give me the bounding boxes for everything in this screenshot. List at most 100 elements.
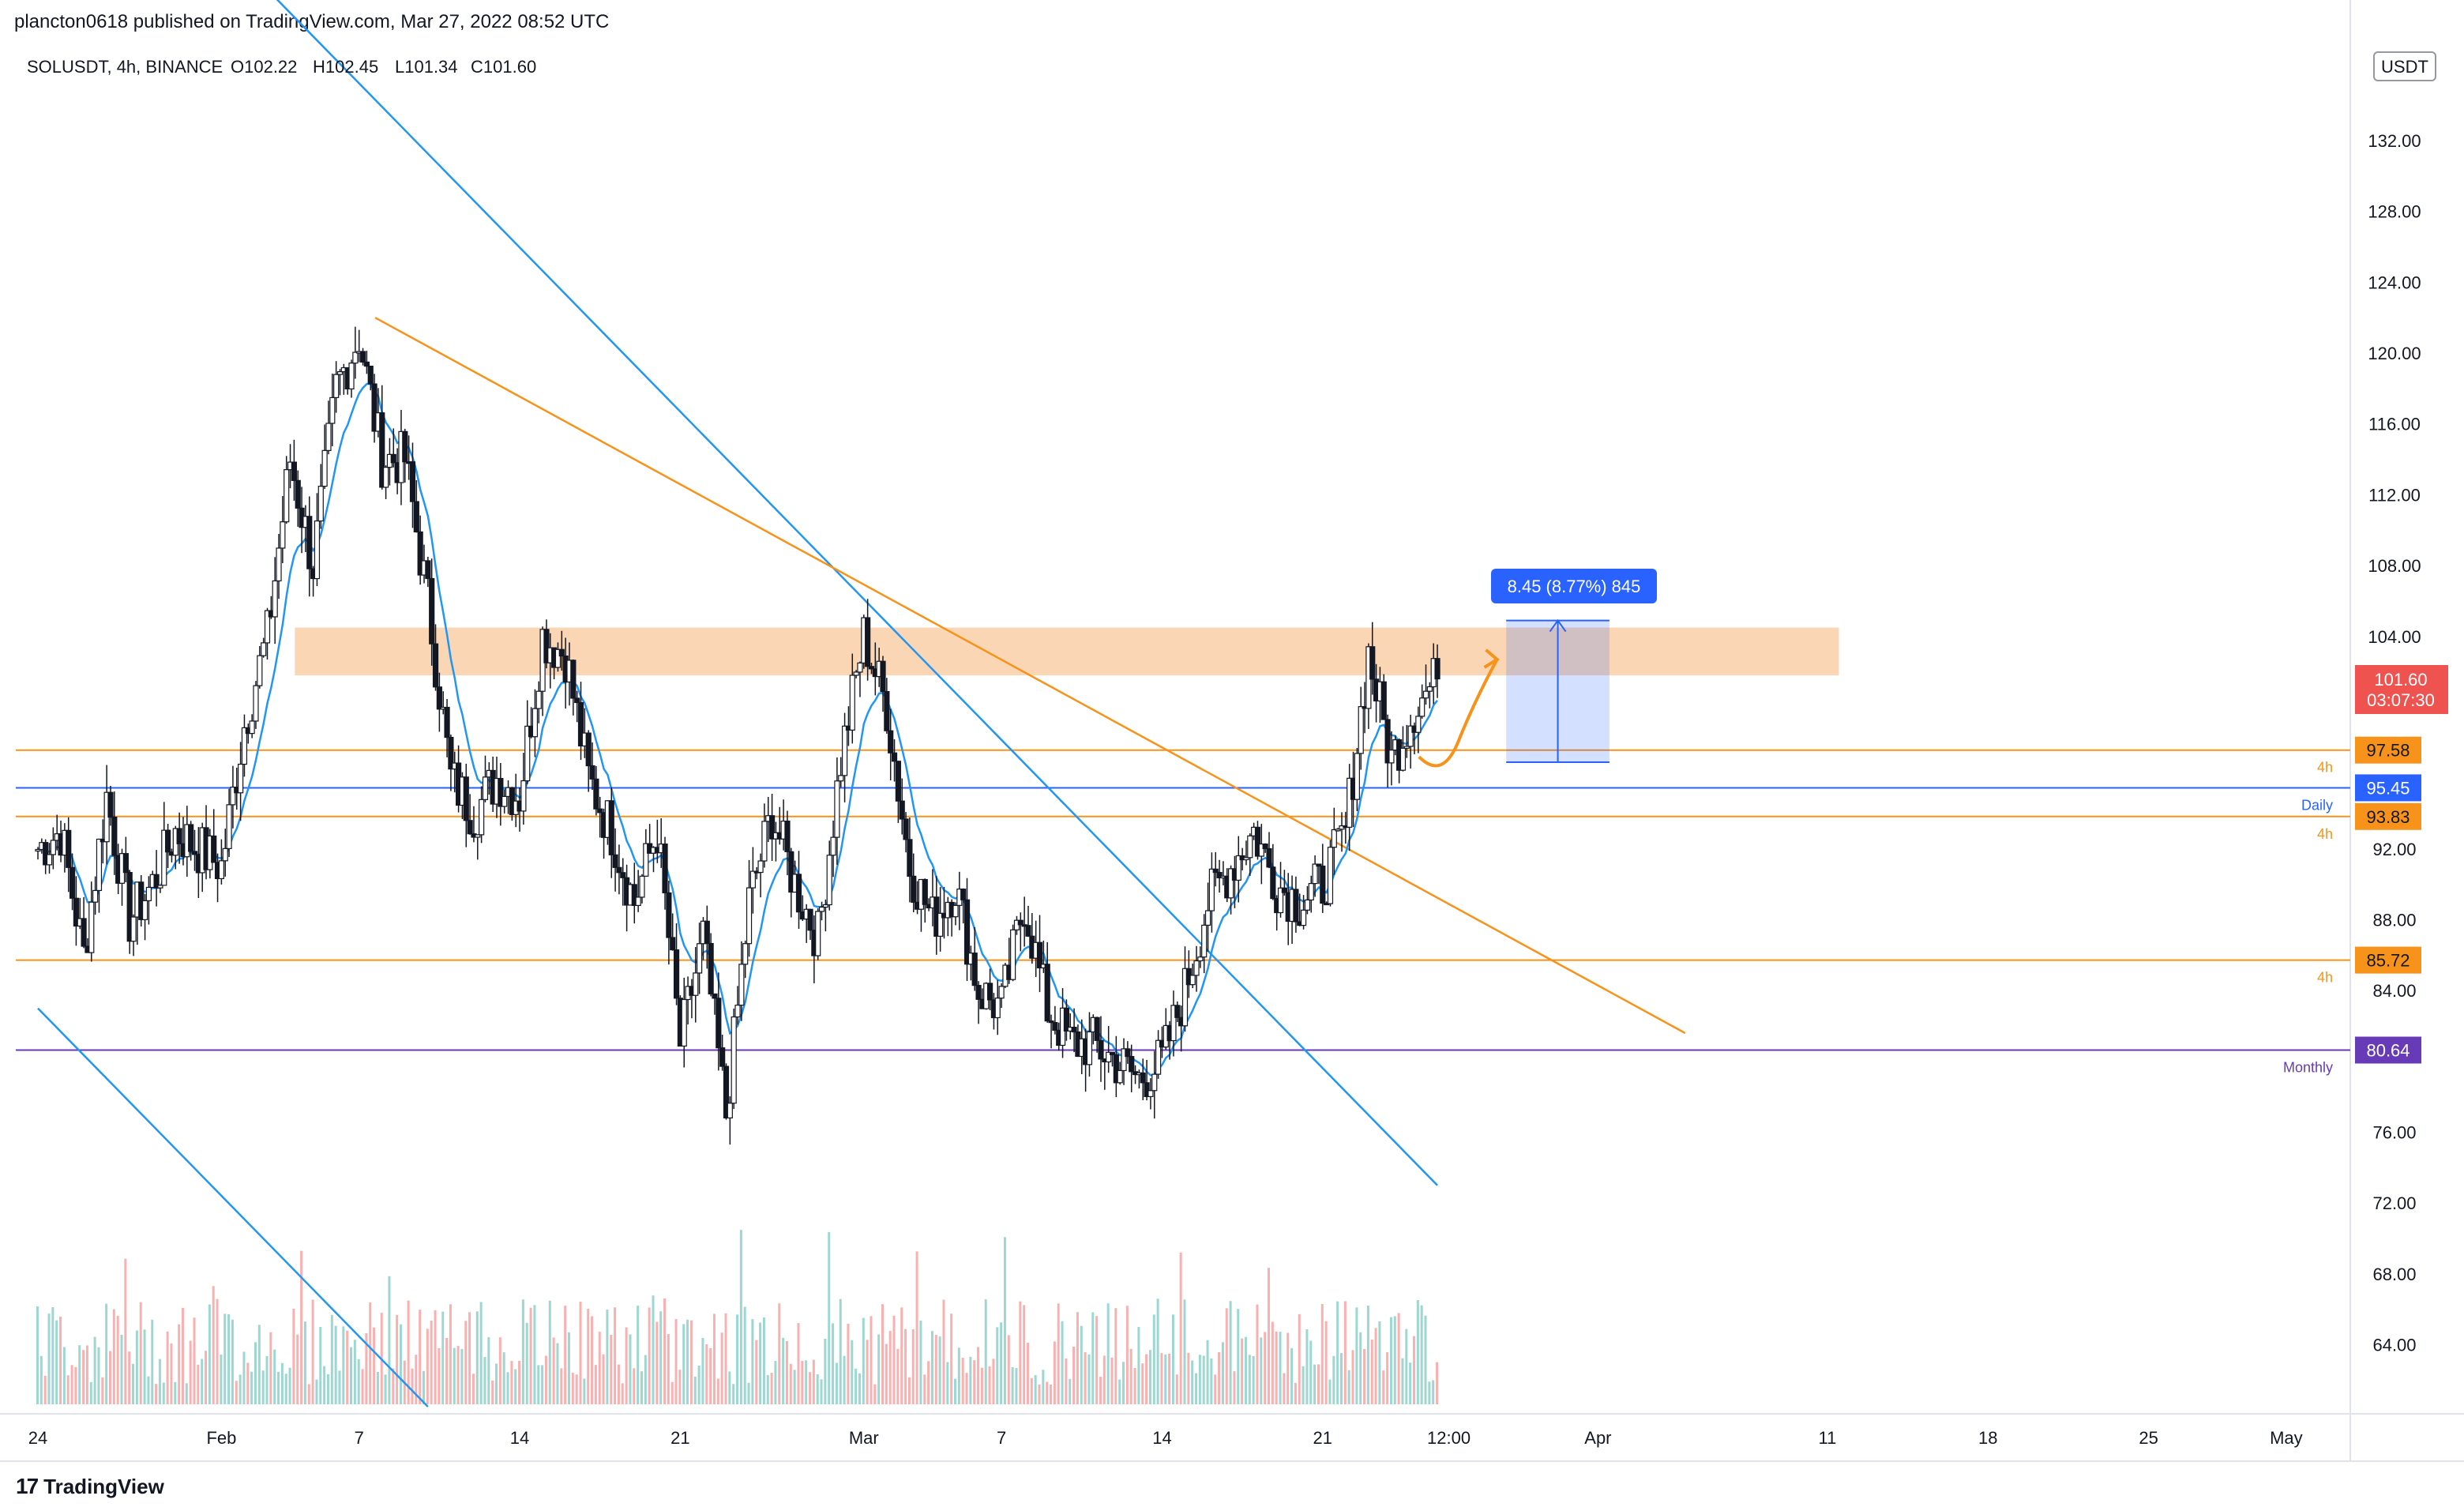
trendlines[interactable] [37,0,1686,1407]
volume-bar [1198,1355,1201,1404]
volume-bar [498,1337,501,1404]
last-price-value: 101.60 [2374,670,2427,690]
volume-bar [885,1344,888,1404]
volume-bar [873,1384,877,1404]
candle-body [1419,697,1425,717]
volume-bar [640,1371,643,1404]
projection-arrow[interactable] [1418,648,1500,768]
candle-body [849,675,855,731]
tradingview-logo[interactable]: 17 TradingView [16,1474,164,1499]
candle-body [570,660,577,699]
candle-body [417,531,423,576]
last-price-tag [2355,665,2448,714]
candle-body [589,765,595,780]
candle-body [608,800,614,855]
candle-body [359,351,366,363]
candle-body [280,521,286,549]
volume-bar [1053,1341,1056,1404]
volume-bar [969,1356,972,1404]
volume-bar [365,1332,368,1404]
volume-bar [1087,1354,1091,1404]
trendline [374,317,1686,1035]
volume-bar [1168,1353,1171,1404]
volume-bar [201,1359,204,1404]
candle-body [1320,865,1326,904]
volume-bar [1229,1301,1232,1404]
volume-bar [1336,1301,1339,1404]
volume-bar [1328,1379,1332,1404]
candle-body [761,821,768,862]
candle-body [317,486,324,522]
candle-body [1434,658,1440,680]
time-tick-label: 7 [997,1428,1006,1448]
volume-bar [59,1317,62,1404]
volume-bar [736,1314,739,1404]
candle-body [1109,1051,1116,1055]
volume-bar [396,1314,399,1404]
candle-body [1266,847,1272,868]
candle-body [558,648,565,657]
currency-badge[interactable] [2373,51,2436,81]
candle-body [704,920,710,945]
candle-body [865,617,871,667]
candle-body [1403,746,1410,749]
candle-body [1235,855,1241,881]
volume-bar [521,1299,524,1404]
volume-bar [415,1355,418,1404]
volume-bar [1011,1366,1014,1404]
volume-bar [1019,1301,1022,1404]
candle-body [952,904,959,918]
volume-bar [919,1321,922,1404]
volume-bar [541,1365,544,1404]
volume-bar [701,1337,704,1404]
measure-tool[interactable] [1506,618,1609,763]
volume-bar [495,1363,498,1404]
horizontal-levels[interactable]: 4h Daily 4h 4h Monthly [16,749,2350,1076]
volume-bar [1171,1314,1174,1404]
candle-body [1388,750,1395,764]
candle-body [1098,1039,1104,1060]
measure-arrowhead [1549,618,1567,633]
candle-body [448,736,454,770]
volume-bar [1283,1373,1286,1404]
candle-body [937,912,944,937]
candle-body [903,818,909,840]
volume-bar [942,1299,945,1404]
candle-body [467,820,473,835]
volume-bar [812,1359,815,1404]
volume-bar [693,1376,697,1404]
volume-bar [220,1355,223,1404]
candle-body [697,943,703,974]
volume-bar [120,1334,123,1404]
volume-bar [311,1299,314,1404]
volume-bar [453,1347,456,1404]
volume-bar [132,1363,135,1404]
volume-bar [112,1309,115,1404]
candle-body [1327,847,1334,904]
volume-bar [212,1286,215,1404]
volume-bar [170,1343,173,1404]
volume-bar [1432,1380,1435,1404]
volume-bar [930,1331,933,1404]
volume-bar [544,1355,547,1404]
volume-bar [300,1250,303,1404]
time-tick-label: 7 [355,1428,364,1448]
candle-body [768,815,776,840]
volume-bar [399,1324,402,1404]
volume-bar [594,1365,597,1404]
volume-bar [1110,1357,1114,1404]
volume-bar [617,1364,620,1404]
candle-body [429,577,435,645]
candle-body [145,886,152,901]
volume-bar [1355,1307,1358,1404]
volume-bar [564,1306,567,1404]
candle-body [1113,1054,1119,1084]
volume-bar [548,1300,551,1404]
volume-bar [705,1344,708,1404]
volume-bar [782,1337,785,1404]
candle-body [1212,868,1219,874]
time-tick-label: 14 [510,1428,529,1448]
volume-bar [1233,1371,1236,1404]
candle-body [788,851,794,893]
